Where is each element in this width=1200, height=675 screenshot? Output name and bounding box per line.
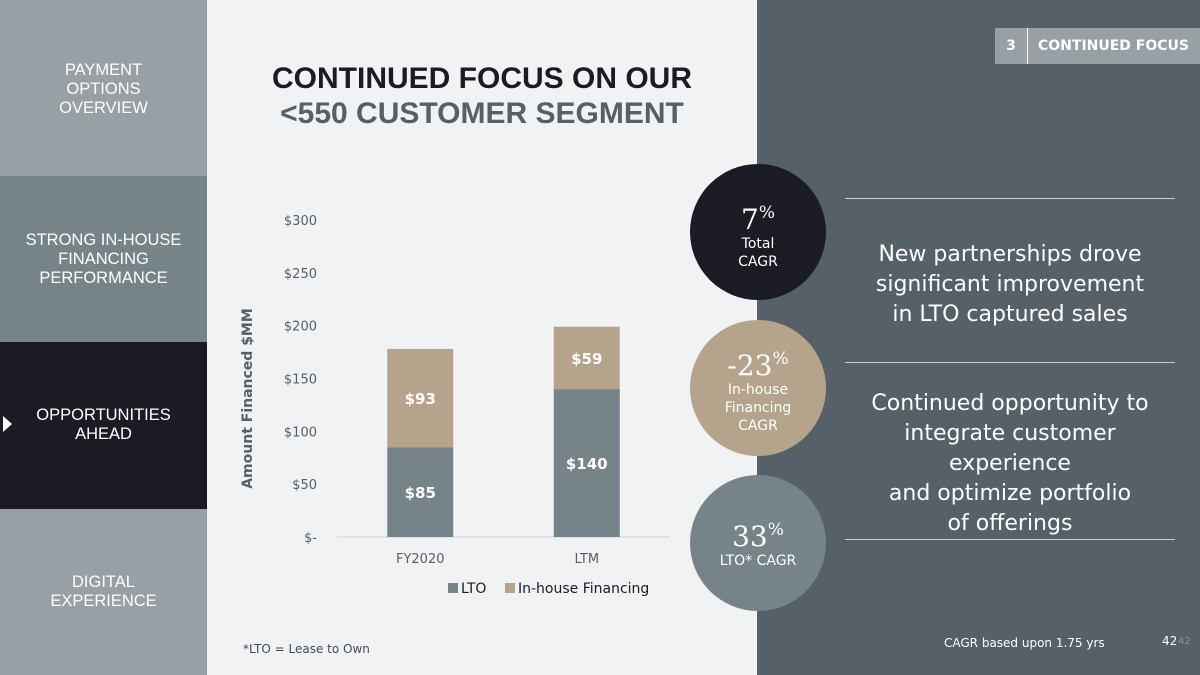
data-label: $140 [566, 455, 608, 473]
in-house-cagr-value: -23% [727, 349, 789, 382]
bar-in-house-ltm [553, 326, 620, 390]
y-tick-label: $200 [284, 320, 317, 335]
message-line: integrate customer experience [904, 421, 1116, 476]
divider [845, 198, 1175, 199]
total-cagr-label: CAGR [738, 254, 778, 270]
data-label: $85 [405, 484, 436, 502]
active-section-arrow-icon [3, 416, 12, 432]
section-label: CONTINUED FOCUS [1038, 38, 1189, 54]
nav-label-line: EXPERIENCE [50, 592, 157, 610]
nav-label-line: STRONG IN-HOUSE [25, 231, 182, 249]
y-axis-label: Amount Financed $MM [240, 308, 256, 489]
nav-label-line: FINANCING [58, 250, 149, 268]
y-tick-label: $300 [284, 214, 317, 229]
nav-item-payment-options[interactable]: PAYMENT OPTIONS OVERVIEW [0, 0, 207, 176]
message-line: Continued opportunity to [871, 391, 1149, 416]
message-line: New partnerships drove [878, 242, 1142, 267]
x-tick-label: LTM [574, 552, 599, 567]
data-label: $93 [405, 390, 436, 408]
y-tick-label: $50 [292, 478, 317, 493]
nav-item-digital-experience[interactable]: DIGITAL EXPERIENCE [0, 509, 207, 675]
nav-label-line: PAYMENT [64, 61, 143, 79]
stacked-bar-chart: $- $50 $100 $150 $200 $250 $300 Amount Financed… [240, 214, 670, 597]
nav-label-line: OPTIONS [66, 80, 141, 98]
nav-item-opportunities-ahead[interactable]: OPPORTUNITIES AHEAD [0, 342, 207, 509]
lto-cagr-value: 33% [732, 520, 784, 553]
legend-label: In-house Financing [518, 581, 649, 597]
in-house-cagr-label: In-house [727, 382, 789, 398]
message-line: in LTO captured sales [892, 302, 1128, 327]
y-tick-label: $100 [284, 425, 317, 440]
page-number: 42 [1162, 634, 1178, 648]
lto-cagr-circle: 33% LTO* CAGR [690, 475, 826, 611]
x-tick-label: FY2020 [396, 552, 445, 567]
total-cagr-circle: 7% Total CAGR [690, 164, 826, 300]
lto-cagr-label: LTO* CAGR [719, 553, 797, 569]
message-line: and optimize portfolio [888, 481, 1132, 506]
y-tick-label: $150 [284, 373, 317, 388]
section-number: 3 [995, 28, 1028, 64]
legend-swatch [505, 583, 515, 593]
in-house-cagr-circle: -23% In-house Financing CAGR [690, 320, 826, 456]
section-tag: 3 CONTINUED FOCUS [995, 28, 1200, 64]
nav-item-in-house-financing[interactable]: STRONG IN-HOUSE FINANCING PERFORMANCE [0, 176, 207, 342]
bar-in-house-fy2020 [387, 348, 454, 448]
cagr-note: CAGR based upon 1.75 yrs [944, 636, 1105, 650]
page-title-line-2: <550 CUSTOMER SEGMENT [280, 97, 684, 130]
section-nav: PAYMENT OPTIONS OVERVIEW STRONG IN-HOUSE… [0, 0, 207, 675]
bar-lto-ltm [553, 389, 620, 537]
divider [845, 362, 1175, 363]
data-label: $59 [571, 350, 602, 368]
nav-label-line: DIGITAL [72, 573, 135, 591]
message-partnerships: New partnerships drove significant impro… [845, 240, 1175, 330]
in-house-cagr-label: Financing [724, 400, 792, 416]
in-house-cagr-label: CAGR [738, 418, 778, 434]
nav-label-line: OPPORTUNITIES [36, 406, 171, 424]
legend-label: LTO [461, 581, 486, 597]
legend-swatch [448, 583, 458, 593]
total-cagr-value: 7% [741, 203, 775, 236]
y-tick-label: $- [304, 531, 317, 546]
page-number-ghost: 42 [1178, 636, 1191, 647]
nav-label-line: OVERVIEW [59, 99, 148, 117]
bar-lto-fy2020 [387, 447, 454, 537]
divider [845, 539, 1175, 540]
message-line: of offerings [947, 511, 1073, 536]
nav-label-line: AHEAD [75, 425, 132, 443]
nav-label-line: PERFORMANCE [39, 269, 168, 287]
page-title-line-1: CONTINUED FOCUS ON OUR [272, 62, 692, 95]
footnote: *LTO = Lease to Own [243, 642, 370, 656]
message-opportunity: Continued opportunity to integrate custo… [845, 389, 1175, 539]
right-panel [757, 0, 1200, 675]
total-cagr-label: Total [741, 236, 775, 252]
y-tick-label: $250 [284, 267, 317, 282]
message-line: significant improvement [875, 272, 1145, 297]
